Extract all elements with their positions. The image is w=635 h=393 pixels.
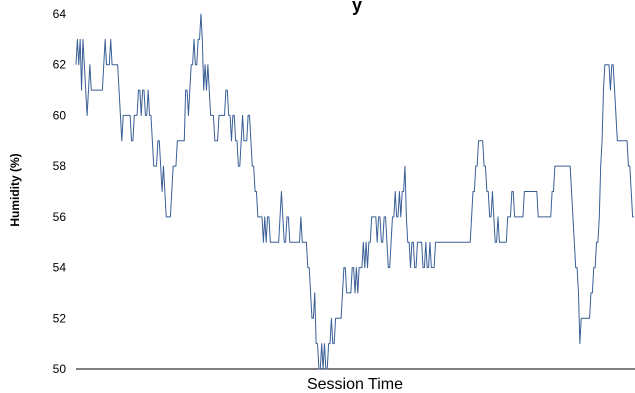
y-tick-label: 54 — [53, 261, 67, 275]
y-tick-label: 58 — [53, 159, 67, 173]
y-tick-label: 56 — [53, 210, 67, 224]
series-line-humidity — [75, 13, 634, 370]
y-tick-label: 64 — [53, 7, 67, 21]
y-tick-label: 62 — [53, 58, 67, 72]
y-tick-label: 52 — [53, 311, 67, 325]
series-group — [75, 13, 634, 370]
x-axis-title: Session Time — [307, 376, 403, 393]
y-axis-ticks: 50 52 54 56 58 60 62 64 — [53, 7, 67, 376]
chart-title: y — [352, 0, 362, 15]
y-axis-title: Humidity (%) — [8, 153, 22, 226]
y-tick-label: 60 — [53, 108, 67, 122]
y-tick-label: 50 — [53, 362, 67, 376]
